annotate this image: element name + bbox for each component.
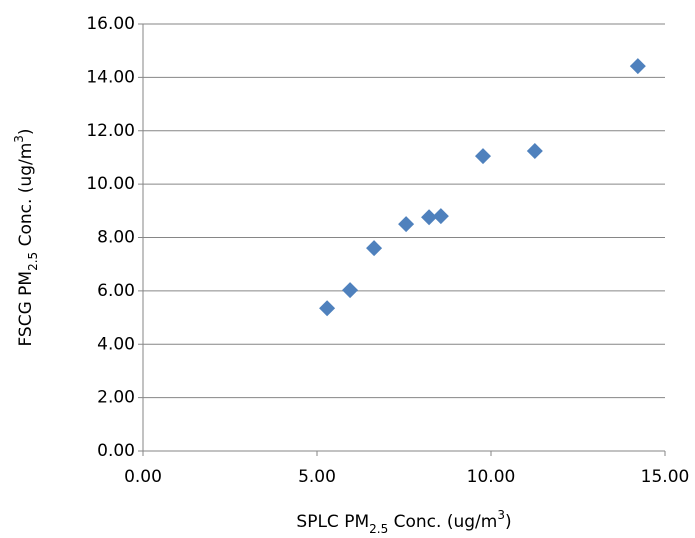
x-tick-label: 10.00 [467, 467, 516, 487]
point [398, 216, 415, 233]
y-axis-title-part: ) [16, 128, 36, 135]
point [474, 148, 491, 165]
y-tick-label: 16.00 [86, 14, 135, 34]
point [432, 208, 449, 225]
x-axis-title: SPLC PM2.5 Conc. (ug/m3) [296, 508, 511, 536]
y-tick-label: 4.00 [97, 334, 135, 354]
y-axis-title: FSCG PM2.5 Conc. (ug/m3) [12, 128, 40, 346]
x-axis-title-part: ) [505, 512, 512, 532]
point [342, 282, 359, 299]
y-tick-label: 0.00 [97, 441, 135, 461]
y-axis-title-part: 2.5 [26, 252, 40, 271]
y-axis-title-part: FSCG PM [16, 271, 36, 347]
x-tick-label: 0.00 [124, 467, 162, 487]
x-axis-title-part: Conc. (ug/m [388, 512, 497, 532]
point [366, 240, 383, 257]
point [421, 209, 438, 226]
point [319, 300, 336, 317]
point [629, 58, 646, 75]
x-tick-label: 15.00 [641, 467, 690, 487]
y-tick-label: 10.00 [86, 174, 135, 194]
y-tick-label: 6.00 [97, 281, 135, 301]
y-axis-title-part: Conc. (ug/m [16, 143, 36, 252]
y-tick-label: 2.00 [97, 388, 135, 408]
x-axis-title-part: 3 [497, 508, 505, 522]
y-axis-title-part: 3 [12, 135, 26, 143]
y-tick-label: 12.00 [86, 121, 135, 141]
x-tick-label: 5.00 [298, 467, 336, 487]
x-axis-title-part: SPLC PM [296, 512, 369, 532]
y-tick-label: 14.00 [86, 67, 135, 87]
y-tick-label: 8.00 [97, 228, 135, 248]
x-axis-title-part: 2.5 [369, 522, 388, 536]
point [526, 143, 543, 160]
